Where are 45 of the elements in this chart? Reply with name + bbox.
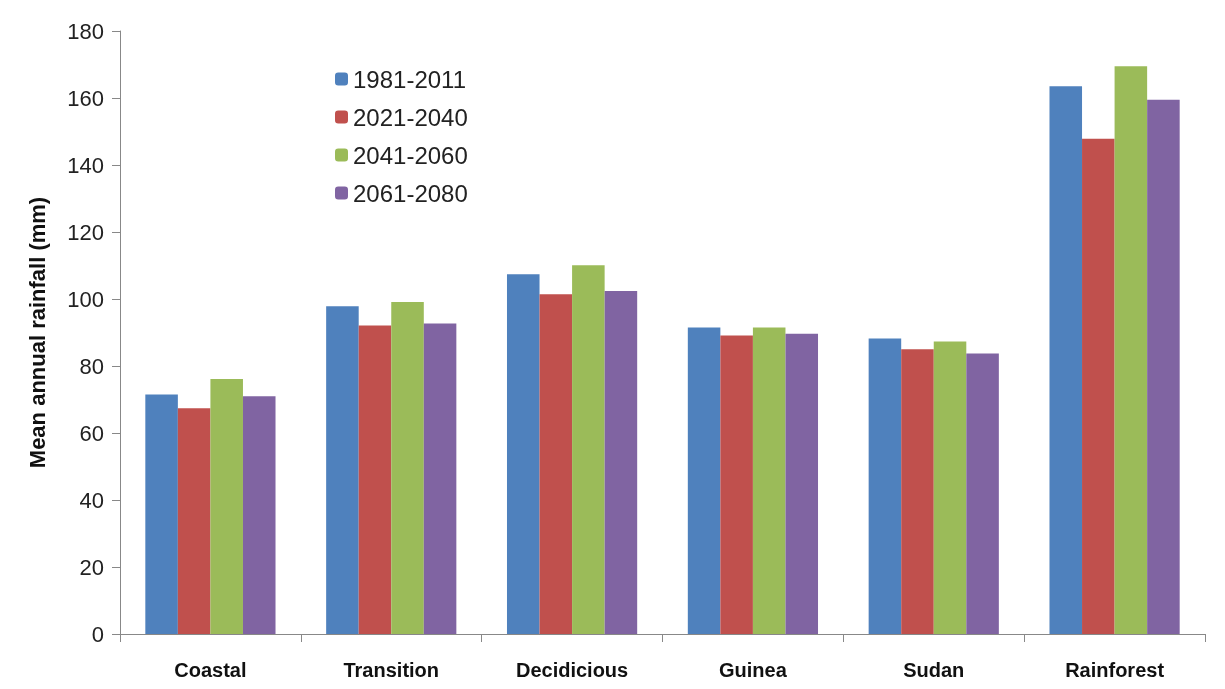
bar: [1114, 66, 1148, 634]
x-tick-label: Sudan: [903, 659, 965, 681]
bar: [785, 333, 819, 634]
y-tick-label: 40: [79, 487, 104, 513]
legend-label: 2041-2060: [353, 141, 468, 169]
bar: [210, 379, 243, 634]
bar: [868, 338, 902, 634]
bar: [539, 294, 573, 634]
bar: [687, 327, 721, 634]
bar: [177, 408, 211, 634]
legend-label: 1981-2011: [353, 65, 466, 93]
bar: [1147, 99, 1180, 634]
y-tick-label: 80: [79, 353, 104, 379]
bar: [572, 265, 605, 634]
x-tick-label: Coastal: [174, 659, 247, 681]
y-tick-label: 60: [79, 420, 104, 446]
bar: [933, 341, 967, 634]
y-tick-label: 100: [67, 286, 104, 312]
legend-label: 2021-2040: [353, 103, 468, 131]
y-tick-label: 120: [67, 219, 104, 245]
y-tick-label: 0: [91, 621, 104, 647]
bar: [901, 349, 934, 634]
y-tick-label: 20: [79, 554, 104, 580]
bar: [145, 394, 178, 634]
bar: [1049, 86, 1083, 634]
bar: [391, 302, 424, 634]
bar: [720, 335, 753, 634]
y-axis-title: Mean annual rainfall (mm): [24, 196, 50, 469]
x-tick-label: Decidicious: [515, 659, 629, 681]
x-tick-label: Rainforest: [1065, 659, 1165, 681]
bar: [1082, 138, 1115, 634]
bar: [966, 353, 999, 634]
y-tick-label: 160: [67, 85, 104, 111]
x-tick-label: Guinea: [719, 659, 788, 681]
bar: [326, 306, 359, 634]
bar: [604, 290, 638, 634]
bar: [752, 327, 786, 634]
legend-label: 2061-2080: [353, 179, 468, 207]
bar: [242, 396, 276, 634]
bar: [423, 323, 457, 634]
bar: [506, 274, 540, 634]
y-tick-label: 140: [67, 152, 104, 178]
y-tick-label: 180: [67, 18, 104, 44]
bar: [358, 325, 392, 634]
x-tick-label: Transition: [343, 659, 440, 681]
